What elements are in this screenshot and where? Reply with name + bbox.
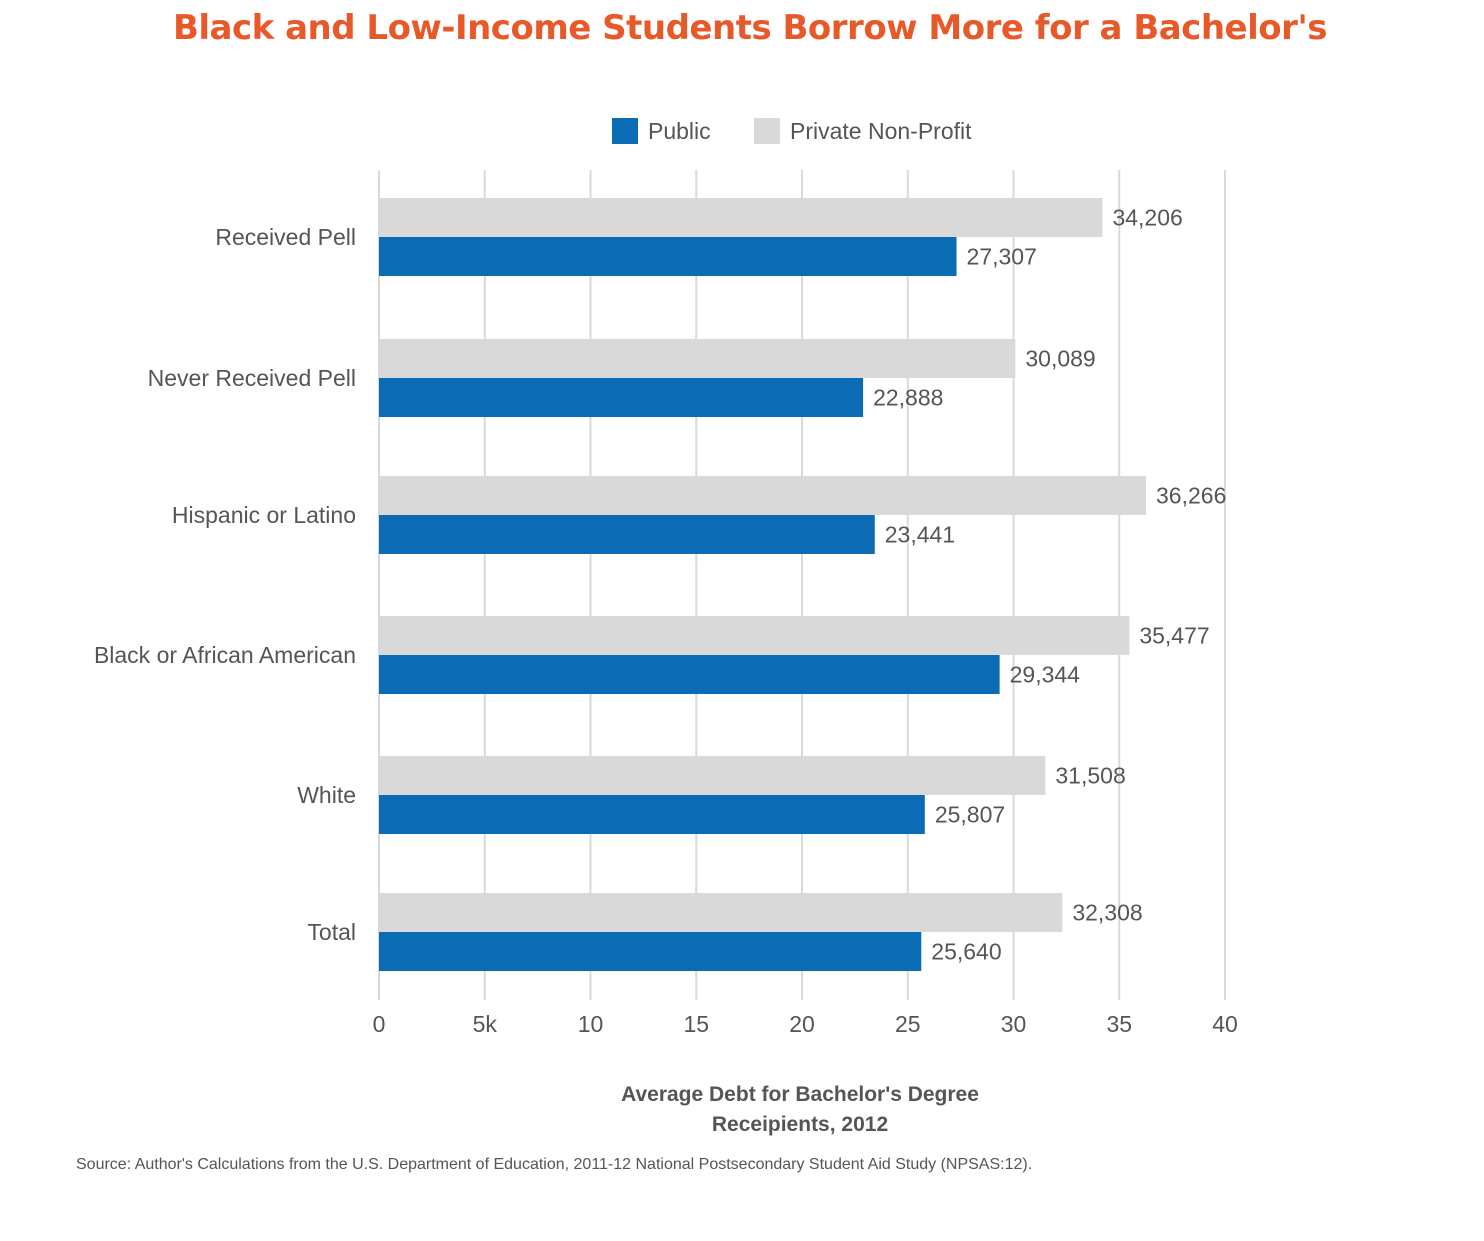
bar-public-1 [379, 378, 864, 417]
legend-swatch-private [754, 118, 780, 144]
bar-public-0 [379, 237, 957, 276]
value-label-private-1: 30,089 [1025, 346, 1095, 372]
legend-item-public: Public [612, 114, 711, 148]
value-label-public-1: 22,888 [873, 385, 943, 411]
bar-public-4 [379, 795, 925, 834]
bar-private-1 [379, 339, 1016, 378]
x-tick-label-0: 0 [373, 1011, 386, 1037]
x-tick-label-5: 25 [895, 1011, 921, 1037]
value-label-private-0: 34,206 [1112, 205, 1182, 231]
value-label-private-3: 35,477 [1139, 623, 1209, 649]
value-label-public-2: 23,441 [885, 522, 955, 548]
bar-private-5 [379, 893, 1063, 932]
x-tick-label-3: 15 [683, 1011, 709, 1037]
x-tick-label-1: 5k [473, 1011, 498, 1037]
x-tick-label-7: 35 [1106, 1011, 1132, 1037]
value-label-private-5: 32,308 [1072, 900, 1142, 926]
x-tick-label-8: 40 [1212, 1011, 1238, 1037]
legend: Public Private Non-Profit [0, 114, 1484, 148]
legend-swatch-public [612, 118, 638, 144]
x-tick-label-4: 20 [789, 1011, 815, 1037]
bar-private-0 [379, 198, 1103, 237]
bar-private-3 [379, 616, 1130, 655]
value-label-public-3: 29,344 [1010, 662, 1081, 688]
value-label-public-0: 27,307 [967, 244, 1037, 270]
bar-private-4 [379, 756, 1046, 795]
bar-chart-plot: 34,206 27,307 Received Pell 30,089 22,888 Nev… [94, 170, 1238, 1037]
x-axis-title: Average Debt for Bachelor's Degree Recei… [0, 1080, 1484, 1140]
value-label-public-5: 25,640 [931, 939, 1001, 965]
category-label-4: White [297, 782, 356, 808]
category-label-5: Total [307, 919, 356, 945]
category-label-3: Black or African American [94, 642, 356, 668]
value-label-private-4: 31,508 [1055, 763, 1125, 789]
x-axis-title-line1: Average Debt for Bachelor's Degree [621, 1083, 979, 1106]
legend-label-private: Private Non-Profit [790, 117, 972, 144]
bar-public-5 [379, 932, 922, 971]
legend-item-private: Private Non-Profit [754, 114, 972, 148]
legend-label-public: Public [648, 117, 711, 144]
bar-public-3 [379, 655, 1000, 694]
value-label-public-4: 25,807 [935, 802, 1005, 828]
category-label-1: Never Received Pell [148, 365, 356, 391]
source-note: Source: Author's Calculations from the U… [76, 1156, 1033, 1173]
value-label-private-2: 36,266 [1156, 483, 1226, 509]
category-label-0: Received Pell [215, 224, 356, 250]
x-tick-label-6: 30 [1001, 1011, 1027, 1037]
category-label-2: Hispanic or Latino [172, 502, 356, 528]
chart-title: Black and Low-Income Students Borrow Mor… [172, 8, 1328, 48]
x-tick-label-2: 10 [578, 1011, 604, 1037]
x-axis-title-line2: Receipients, 2012 [711, 1113, 889, 1136]
bar-public-2 [379, 515, 875, 554]
bar-private-2 [379, 476, 1147, 515]
